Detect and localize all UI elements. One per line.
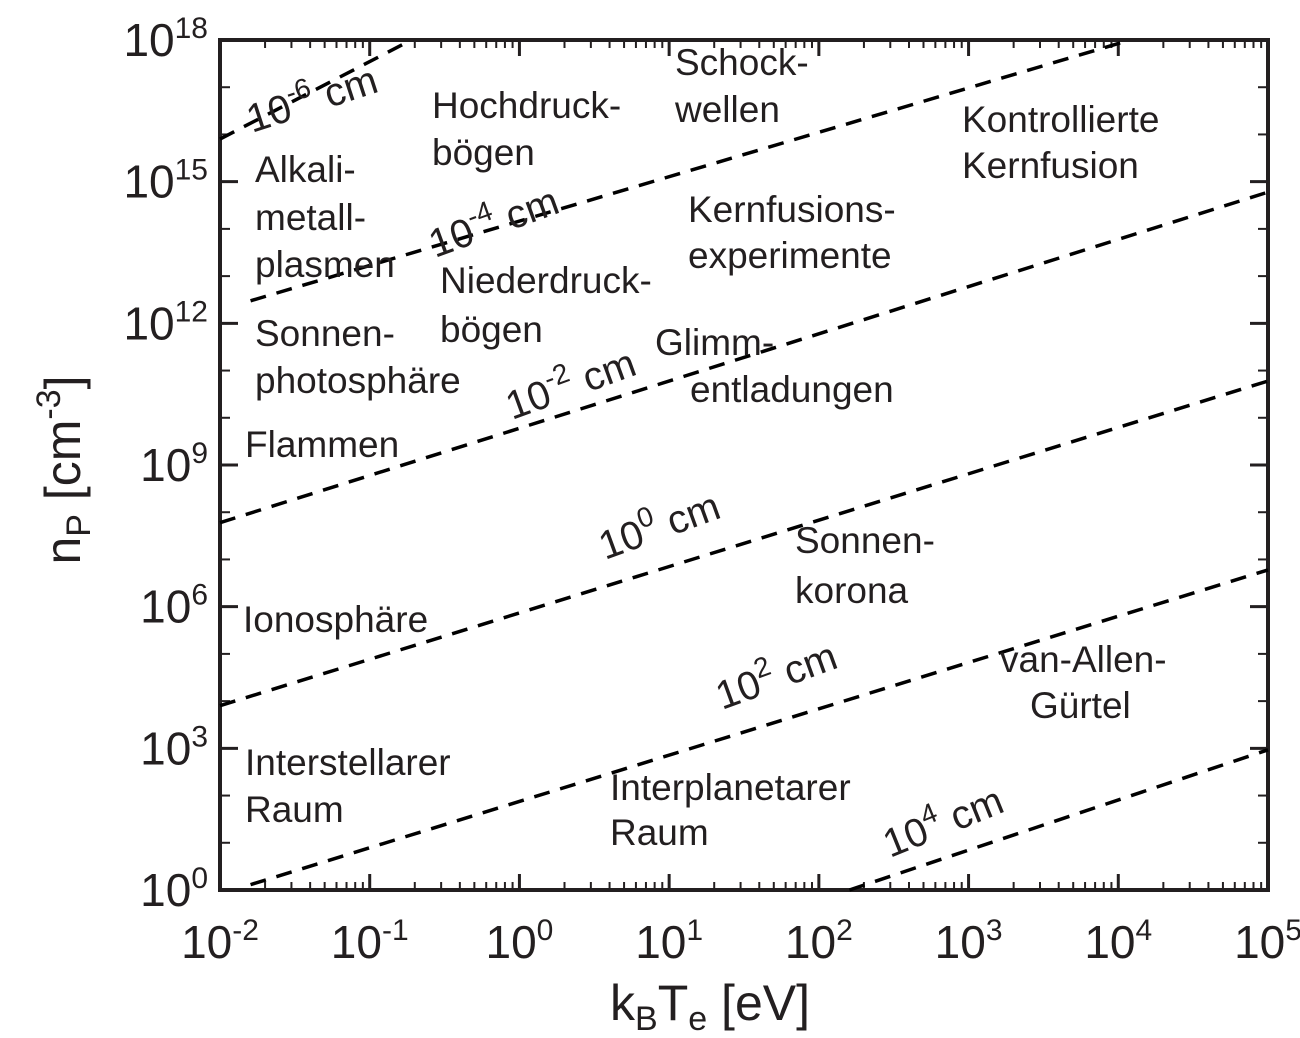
y-tick-label: 1015 — [123, 154, 208, 208]
y-tick-base: 10 — [140, 581, 191, 633]
axis-label-part: k — [610, 975, 636, 1031]
debye-line — [250, 38, 1131, 303]
x-tick-exponent: -1 — [382, 914, 409, 947]
y-tick-label: 1012 — [123, 295, 208, 349]
region-label: Kernfusion — [962, 145, 1139, 186]
x-tick-exponent: 1 — [686, 914, 703, 947]
region-label: Schock- — [675, 42, 809, 83]
y-tick-base: 10 — [123, 297, 174, 349]
axis-label-part: e — [688, 1000, 707, 1038]
x-tick-label: 101 — [635, 914, 703, 968]
region-label: Interstellarer — [245, 742, 451, 783]
region-label: Kontrollierte — [962, 99, 1159, 140]
x-tick-exponent: 0 — [537, 914, 554, 947]
x-tick-base: 10 — [485, 916, 536, 968]
region-label: Gürtel — [1030, 685, 1131, 726]
region-label: bögen — [432, 132, 535, 173]
axis-label-part: ] — [35, 375, 91, 389]
y-tick-exponent: 15 — [175, 154, 208, 187]
axis-label-part: [cm — [35, 420, 91, 514]
region-label: Flammen — [245, 424, 399, 465]
region-label: experimente — [688, 235, 892, 276]
y-tick-exponent: 3 — [191, 720, 208, 753]
axis-label-part: B — [635, 1000, 658, 1038]
x-tick-label: 100 — [485, 914, 553, 968]
region-label: Niederdruck- — [440, 260, 652, 301]
region-label: Hochdruck- — [432, 85, 621, 126]
region-label: Alkali- — [255, 149, 356, 190]
x-tick-exponent: 3 — [986, 914, 1003, 947]
region-label: Raum — [245, 789, 344, 830]
debye-line — [848, 748, 1269, 892]
region-label: photosphäre — [255, 360, 461, 401]
region-label: Interplanetarer — [610, 767, 851, 808]
x-tick-base: 10 — [935, 916, 986, 968]
region-label: Ionosphäre — [243, 599, 428, 640]
x-tick-base: 10 — [181, 916, 232, 968]
region-label: Sonnen- — [255, 313, 395, 354]
y-tick-exponent: 6 — [191, 579, 208, 612]
x-tick-label: 10-2 — [181, 914, 259, 968]
x-tick-label: 102 — [785, 914, 853, 968]
x-tick-label: 10-1 — [331, 914, 409, 968]
debye-line — [219, 379, 1269, 708]
x-tick-exponent: -2 — [232, 914, 259, 947]
region-label: Kernfusions- — [688, 189, 896, 230]
x-tick-exponent: 4 — [1136, 914, 1153, 947]
x-tick-label: 105 — [1234, 914, 1300, 968]
y-tick-exponent: 18 — [175, 12, 208, 45]
axis-label-part: -3 — [30, 389, 68, 419]
y-tick-base: 10 — [140, 439, 191, 491]
y-tick-base: 10 — [123, 14, 174, 66]
x-tick-label: 103 — [935, 914, 1003, 968]
region-label: wellen — [674, 89, 780, 130]
region-label: bögen — [440, 309, 543, 350]
region-label: Raum — [610, 812, 709, 853]
y-tick-label: 106 — [140, 579, 208, 633]
axis-label-part: n — [35, 537, 91, 565]
y-axis-label: nP [cm-3] — [30, 375, 99, 564]
y-tick-exponent: 9 — [191, 437, 208, 470]
y-tick-exponent: 12 — [175, 295, 208, 328]
y-tick-base: 10 — [123, 156, 174, 208]
y-tick-label: 1018 — [123, 12, 208, 66]
y-tick-base: 10 — [140, 722, 191, 774]
debye-line — [250, 568, 1269, 887]
x-tick-base: 10 — [1234, 916, 1285, 968]
region-label: van-Allen- — [1000, 639, 1167, 680]
region-label: Glimm- — [655, 322, 774, 363]
y-tick-label: 100 — [140, 862, 208, 916]
y-tick-label: 109 — [140, 437, 208, 491]
axis-label-part: P — [60, 514, 98, 537]
y-tick-label: 103 — [140, 720, 208, 774]
x-tick-base: 10 — [331, 916, 382, 968]
x-tick-exponent: 5 — [1285, 914, 1300, 947]
region-label: korona — [795, 570, 909, 611]
axis-label-part: T — [658, 975, 689, 1031]
x-tick-exponent: 2 — [836, 914, 853, 947]
region-label: Sonnen- — [795, 520, 935, 561]
y-tick-exponent: 0 — [191, 862, 208, 895]
debye-line — [219, 190, 1269, 525]
x-axis-label: kBTe [eV] — [610, 975, 810, 1038]
x-tick-label: 104 — [1084, 914, 1152, 968]
x-tick-base: 10 — [785, 916, 836, 968]
debye-line — [219, 38, 413, 141]
region-label: metall- — [255, 197, 366, 238]
region-label: plasmen — [255, 244, 395, 285]
x-tick-base: 10 — [635, 916, 686, 968]
x-tick-base: 10 — [1084, 916, 1135, 968]
axis-label-part: [eV] — [707, 975, 810, 1031]
y-tick-base: 10 — [140, 864, 191, 916]
region-label: entladungen — [690, 369, 894, 410]
